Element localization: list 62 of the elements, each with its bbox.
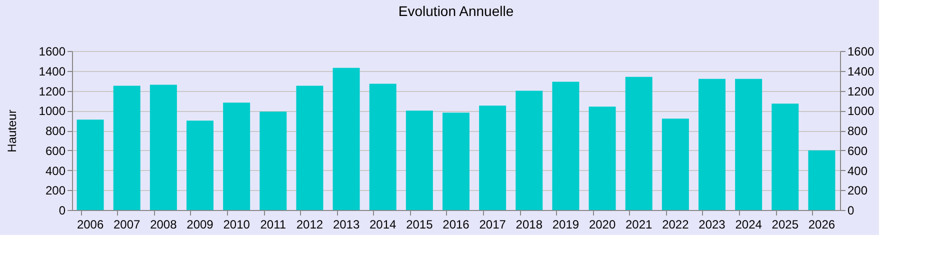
y-axis-title: Hauteur bbox=[4, 110, 19, 152]
y-tick-label: 1600 bbox=[38, 44, 66, 58]
x-tick-label: 2007 bbox=[114, 218, 141, 232]
bar bbox=[150, 84, 177, 210]
x-tick-label: 2023 bbox=[698, 218, 726, 232]
y2-tick-label: 0 bbox=[848, 204, 854, 218]
x-tick-label: 2009 bbox=[186, 218, 214, 232]
x-tick-label: 2014 bbox=[370, 218, 397, 232]
x-tick-label: 2012 bbox=[296, 218, 324, 232]
bar bbox=[113, 86, 140, 210]
x-tick-label: 2018 bbox=[516, 218, 543, 232]
y-tick-label: 1200 bbox=[38, 84, 66, 98]
y2-tick-label: 200 bbox=[848, 184, 868, 198]
bar bbox=[76, 120, 104, 210]
bar bbox=[516, 90, 543, 210]
y-tick-label: 200 bbox=[45, 184, 66, 198]
bar bbox=[332, 68, 360, 210]
bar bbox=[296, 86, 324, 210]
x-tick-label: 2022 bbox=[662, 218, 690, 232]
bar bbox=[186, 120, 214, 210]
bar bbox=[479, 106, 506, 210]
y-tick-label: 800 bbox=[45, 124, 66, 138]
y2-tick-label: 600 bbox=[848, 144, 868, 158]
y2-tick-label: 800 bbox=[848, 124, 868, 138]
bar bbox=[698, 78, 726, 210]
y2-tick-label: 1200 bbox=[848, 84, 875, 98]
bar bbox=[625, 76, 652, 210]
bar bbox=[223, 102, 250, 210]
x-tick-label: 2010 bbox=[223, 218, 250, 232]
x-tick-label: 2026 bbox=[808, 218, 836, 232]
chart-title: Evolution Annuelle bbox=[398, 3, 514, 19]
x-tick-label: 2016 bbox=[442, 218, 470, 232]
bar bbox=[735, 78, 762, 210]
x-tick-label: 2011 bbox=[260, 218, 286, 232]
x-tick-label: 2019 bbox=[552, 218, 580, 232]
y-tick-label: 400 bbox=[45, 164, 66, 178]
bar bbox=[442, 112, 470, 210]
bar bbox=[260, 112, 287, 210]
bar bbox=[772, 104, 799, 210]
bar bbox=[662, 118, 689, 210]
x-tick-label: 2013 bbox=[332, 218, 360, 232]
x-tick-label: 2017 bbox=[479, 218, 506, 232]
bar bbox=[369, 84, 396, 210]
bar bbox=[406, 110, 433, 210]
y2-tick-label: 1600 bbox=[848, 44, 875, 58]
y-tick-label: 1400 bbox=[38, 64, 66, 78]
x-tick-label: 2020 bbox=[588, 218, 616, 232]
x-tick-label: 2021 bbox=[626, 218, 653, 232]
y2-tick-label: 1000 bbox=[848, 104, 875, 118]
y-tick-label: 1000 bbox=[38, 104, 66, 118]
y-tick-label: 600 bbox=[45, 144, 66, 158]
x-tick-label: 2006 bbox=[76, 218, 104, 232]
bar bbox=[588, 106, 616, 210]
y-tick-label: 0 bbox=[58, 204, 66, 218]
x-tick-label: 2024 bbox=[735, 218, 762, 232]
y2-tick-label: 1400 bbox=[848, 64, 875, 78]
x-tick-label: 2025 bbox=[772, 218, 799, 232]
bar bbox=[552, 82, 580, 210]
y2-tick-label: 400 bbox=[848, 164, 868, 178]
bar bbox=[808, 150, 836, 210]
x-tick-label: 2008 bbox=[150, 218, 178, 232]
x-tick-label: 2015 bbox=[406, 218, 434, 232]
